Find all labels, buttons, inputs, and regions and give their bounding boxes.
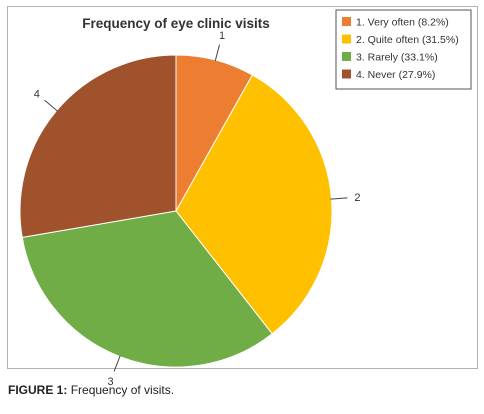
leader-line-2 xyxy=(330,197,348,200)
legend-label-2: 2. Quite often (31.5%) xyxy=(356,34,459,46)
legend-swatch-4 xyxy=(342,69,351,79)
slice-label-4: 4 xyxy=(34,89,40,101)
slice-leader-lines xyxy=(44,44,348,372)
legend-label-3: 3. Rarely (33.1%) xyxy=(356,52,438,64)
pie-slices xyxy=(19,54,333,368)
slice-label-2: 2 xyxy=(354,192,360,204)
caption-text: Frequency of visits. xyxy=(70,383,175,397)
legend-label-1: 1. Very often (8.2%) xyxy=(356,17,449,29)
figure-caption: FIGURE 1: Frequency of visits. xyxy=(8,383,174,397)
slice-label-3: 3 xyxy=(107,376,113,388)
leader-line-3 xyxy=(113,355,121,372)
slice-label-1: 1 xyxy=(219,30,225,42)
legend-label-4: 4. Never (27.9%) xyxy=(356,69,435,81)
caption-label: FIGURE 1: xyxy=(8,383,68,397)
leader-line-1 xyxy=(214,44,221,62)
pie-slice-4 xyxy=(19,54,177,238)
chart-title: Frequency of eye clinic visits xyxy=(82,16,270,31)
legend-swatch-3 xyxy=(342,52,351,61)
legend-box xyxy=(335,9,472,90)
legend-swatch-1 xyxy=(342,17,351,26)
slice-labels: 1 2 3 4 xyxy=(34,30,361,388)
legend-swatch-2 xyxy=(342,34,351,44)
legend: 1. Very often (8.2%) 2. Quite often (31.5… xyxy=(335,9,472,90)
leader-line-4 xyxy=(44,99,58,112)
